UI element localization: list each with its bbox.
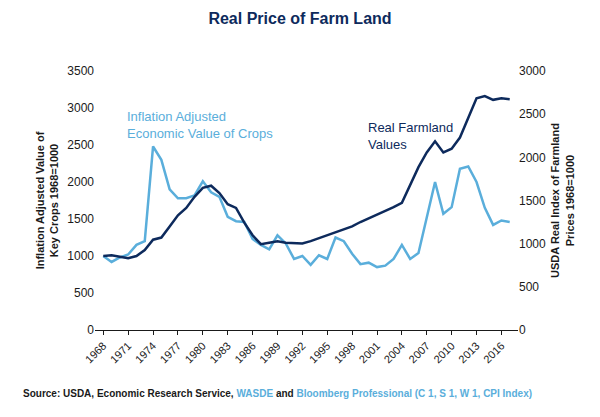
svg-text:1500: 1500	[519, 194, 546, 208]
svg-text:1983: 1983	[207, 340, 233, 366]
svg-text:2016: 2016	[481, 340, 507, 366]
svg-text:2001: 2001	[357, 340, 383, 366]
svg-text:1986: 1986	[232, 340, 258, 366]
svg-text:500: 500	[519, 280, 539, 294]
svg-text:0: 0	[87, 323, 94, 337]
svg-text:3000: 3000	[519, 64, 546, 78]
svg-text:500: 500	[74, 286, 94, 300]
svg-text:2000: 2000	[67, 175, 94, 189]
svg-text:2500: 2500	[519, 107, 546, 121]
svg-text:2013: 2013	[456, 340, 482, 366]
svg-text:1974: 1974	[133, 340, 159, 366]
svg-text:2004: 2004	[381, 340, 407, 366]
svg-text:3500: 3500	[67, 64, 94, 78]
svg-text:Real FarmlandValues: Real FarmlandValues	[368, 120, 453, 152]
svg-text:1971: 1971	[108, 340, 134, 366]
svg-text:1992: 1992	[282, 340, 308, 366]
svg-text:Inflation Adjusted Value ofKey: Inflation Adjusted Value ofKey Crops 196…	[34, 131, 60, 269]
svg-text:1000: 1000	[67, 249, 94, 263]
svg-text:1995: 1995	[307, 340, 333, 366]
svg-text:Real Price of Farm Land: Real Price of Farm Land	[208, 10, 391, 27]
svg-text:1980: 1980	[182, 340, 208, 366]
svg-text:2007: 2007	[406, 340, 432, 366]
svg-text:Inflation AdjustedEconomic Val: Inflation AdjustedEconomic Value of Crop…	[127, 109, 273, 141]
svg-text:2010: 2010	[431, 340, 457, 366]
svg-text:1000: 1000	[519, 237, 546, 251]
svg-text:1977: 1977	[157, 340, 183, 366]
svg-text:Source: USDA, Economic Researc: Source: USDA, Economic Research Service,…	[23, 388, 532, 399]
svg-text:2000: 2000	[519, 151, 546, 165]
svg-text:1500: 1500	[67, 212, 94, 226]
svg-text:USDA Real Index of FarmlandPri: USDA Real Index of FarmlandPrices 1968=1…	[549, 123, 575, 278]
svg-text:0: 0	[519, 323, 526, 337]
svg-text:1998: 1998	[332, 340, 358, 366]
svg-text:1968: 1968	[83, 340, 109, 366]
svg-text:3000: 3000	[67, 101, 94, 115]
svg-text:2500: 2500	[67, 138, 94, 152]
svg-text:1989: 1989	[257, 340, 283, 366]
